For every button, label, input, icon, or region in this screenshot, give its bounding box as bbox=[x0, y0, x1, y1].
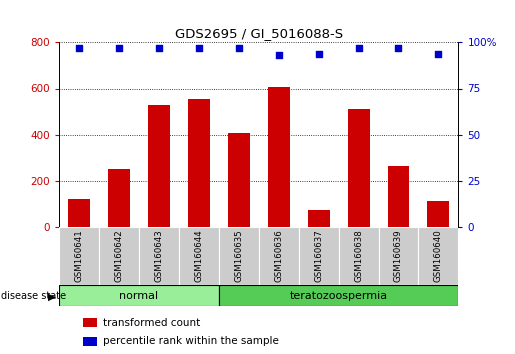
Bar bbox=[268, 87, 290, 227]
Point bbox=[195, 45, 203, 51]
Text: GSM160640: GSM160640 bbox=[434, 229, 443, 282]
Bar bbox=[387, 166, 409, 227]
Text: GSM160637: GSM160637 bbox=[314, 229, 323, 282]
Bar bbox=[148, 105, 170, 227]
Bar bbox=[307, 210, 330, 227]
Bar bbox=[339, 227, 379, 285]
Bar bbox=[139, 227, 179, 285]
Text: GSM160641: GSM160641 bbox=[75, 229, 83, 282]
Text: GSM160638: GSM160638 bbox=[354, 229, 363, 282]
Text: teratozoospermia: teratozoospermia bbox=[289, 291, 388, 301]
Point bbox=[115, 45, 123, 51]
Bar bbox=[99, 227, 139, 285]
Bar bbox=[83, 318, 97, 327]
Text: percentile rank within the sample: percentile rank within the sample bbox=[103, 336, 279, 346]
Title: GDS2695 / GI_5016088-S: GDS2695 / GI_5016088-S bbox=[175, 27, 343, 40]
Point bbox=[274, 52, 283, 58]
Text: ▶: ▶ bbox=[47, 291, 56, 301]
Point bbox=[354, 45, 363, 51]
Bar bbox=[59, 227, 99, 285]
Text: GSM160639: GSM160639 bbox=[394, 229, 403, 282]
Text: GSM160635: GSM160635 bbox=[234, 229, 243, 282]
Bar bbox=[427, 201, 450, 227]
Point bbox=[434, 51, 442, 56]
Bar bbox=[59, 285, 219, 306]
Text: GSM160644: GSM160644 bbox=[195, 229, 203, 282]
Bar bbox=[188, 99, 210, 227]
Text: normal: normal bbox=[119, 291, 159, 301]
Text: GSM160636: GSM160636 bbox=[274, 229, 283, 282]
Point bbox=[155, 45, 163, 51]
Bar bbox=[219, 227, 259, 285]
Point bbox=[315, 51, 323, 56]
Point bbox=[235, 45, 243, 51]
Bar bbox=[379, 227, 418, 285]
Bar bbox=[83, 337, 97, 346]
Bar bbox=[228, 133, 250, 227]
Text: transformed count: transformed count bbox=[103, 318, 200, 327]
Point bbox=[75, 45, 83, 51]
Bar bbox=[219, 285, 458, 306]
Bar bbox=[418, 227, 458, 285]
Bar bbox=[259, 227, 299, 285]
Text: GSM160642: GSM160642 bbox=[115, 229, 124, 282]
Bar bbox=[108, 169, 130, 227]
Text: GSM160643: GSM160643 bbox=[154, 229, 163, 282]
Point bbox=[394, 45, 403, 51]
Bar bbox=[68, 199, 90, 227]
Text: disease state: disease state bbox=[1, 291, 66, 301]
Bar bbox=[179, 227, 219, 285]
Bar bbox=[299, 227, 339, 285]
Bar bbox=[348, 109, 370, 227]
